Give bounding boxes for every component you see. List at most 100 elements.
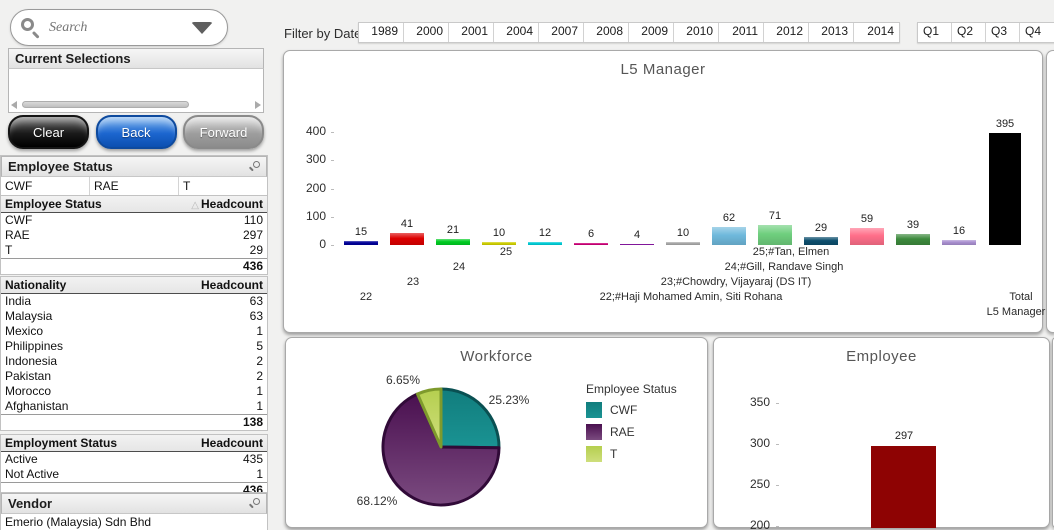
employment-status-table: Employment Status Headcount Active 435 Not A…: [1, 435, 267, 498]
vendor-row[interactable]: Emerio (Malaysia) Sdn Bhd: [5, 515, 152, 529]
bar-rae[interactable]: [871, 446, 936, 528]
table-row[interactable]: RAE 297: [1, 228, 267, 243]
legend-item-cwf[interactable]: CWF: [586, 402, 677, 418]
table-header-headcount[interactable]: Headcount: [168, 277, 267, 294]
bar-13[interactable]: [942, 240, 976, 245]
filter-year-2001[interactable]: 2001: [449, 23, 494, 42]
filter-year-strip: 1989 2000 2001 2004 2007 2008 2009 2010 2011 2012…: [358, 22, 900, 43]
cell-pakistan[interactable]: Pakistan: [5, 369, 52, 383]
filter-year-1989[interactable]: 1989: [359, 23, 404, 42]
legend-item-t[interactable]: T: [586, 446, 677, 462]
filter-year-2008[interactable]: 2008: [584, 23, 629, 42]
filter-quarter-q4[interactable]: Q4: [1020, 23, 1054, 42]
filter-year-2007[interactable]: 2007: [539, 23, 584, 42]
cell-malaysia[interactable]: Malaysia: [5, 309, 53, 323]
pie-slice-rae[interactable]: [381, 392, 501, 507]
search-icon[interactable]: [249, 161, 260, 172]
bar-4[interactable]: [528, 241, 562, 245]
table-row[interactable]: Pakistan 2: [1, 369, 267, 384]
table-row[interactable]: Morocco 1: [1, 384, 267, 399]
pie-slice-cwf[interactable]: [439, 387, 501, 450]
cell-not-active[interactable]: Not Active: [5, 467, 60, 481]
filter-quarter-q3[interactable]: Q3: [986, 23, 1020, 42]
table-row[interactable]: Mexico 1: [1, 324, 267, 339]
bar-2[interactable]: [436, 239, 470, 245]
search-box[interactable]: [10, 9, 228, 46]
filter-quarter-q1[interactable]: Q1: [918, 23, 952, 42]
filter-year-2012[interactable]: 2012: [764, 23, 809, 42]
cell-headcount: 63: [249, 309, 263, 323]
bar-1[interactable]: [390, 233, 424, 245]
table-row[interactable]: Philippines 5: [1, 339, 267, 354]
cell-india[interactable]: India: [5, 294, 32, 308]
filter-quarter-q2[interactable]: Q2: [952, 23, 986, 42]
filter-year-2014[interactable]: 2014: [854, 23, 899, 42]
bar-8[interactable]: [712, 227, 746, 245]
filter-year-2010[interactable]: 2010: [674, 23, 719, 42]
table-header-headcount[interactable]: Headcount: [168, 435, 267, 452]
cell-rae[interactable]: RAE: [5, 228, 30, 242]
table-row[interactable]: Indonesia 2: [1, 354, 267, 369]
table-header-dim[interactable]: Nationality: [1, 277, 169, 294]
filter-year-2009[interactable]: 2009: [629, 23, 674, 42]
bar-3[interactable]: [482, 242, 516, 245]
search-input[interactable]: [49, 15, 191, 40]
scrollbar-thumb[interactable]: [22, 101, 190, 108]
table-row[interactable]: T 29: [1, 243, 267, 259]
pie-slice-t[interactable]: [416, 387, 443, 449]
table-row[interactable]: Not Active 1: [1, 467, 267, 483]
horizontal-scrollbar[interactable]: [11, 100, 261, 109]
filter-year-2004[interactable]: 2004: [494, 23, 539, 42]
table-row[interactable]: Afghanistan 1: [1, 399, 267, 415]
bar-value-label: 395: [995, 118, 1015, 131]
cell-indonesia[interactable]: Indonesia: [5, 354, 58, 368]
bar-value-label: 12: [538, 226, 552, 239]
table-row[interactable]: India 63: [1, 294, 267, 310]
chevron-down-icon[interactable]: [191, 21, 213, 34]
cell-cwf[interactable]: CWF: [5, 213, 33, 227]
filter-year-2011[interactable]: 2011: [719, 23, 764, 42]
cell-t[interactable]: T: [5, 243, 13, 257]
forward-button[interactable]: Forward: [183, 115, 264, 149]
filter-year-2000[interactable]: 2000: [404, 23, 449, 42]
table-header-dim[interactable]: Employment Status: [1, 435, 169, 452]
bar-0[interactable]: [344, 240, 378, 245]
table-header-headcount[interactable]: △ Headcount: [168, 196, 267, 213]
listbox-value-cwf[interactable]: CWF: [1, 177, 90, 195]
bar-6[interactable]: [620, 243, 654, 245]
nationality-table: Nationality Headcount India 63 Malaysia 63 Mex…: [1, 277, 267, 430]
bar-11[interactable]: [850, 228, 884, 245]
scroll-right-icon[interactable]: [255, 100, 261, 109]
cell-active[interactable]: Active: [5, 452, 38, 466]
cell-morocco[interactable]: Morocco: [5, 384, 52, 398]
listbox-value-rae[interactable]: RAE: [90, 177, 179, 195]
bar-value-label: 41: [400, 218, 414, 231]
legend-swatch: [586, 424, 602, 440]
cell-afghanistan[interactable]: Afghanistan: [5, 399, 69, 413]
back-button[interactable]: Back: [95, 115, 177, 149]
table-row[interactable]: Malaysia 63: [1, 309, 267, 324]
cell-philippines[interactable]: Philippines: [5, 339, 64, 353]
clear-button[interactable]: Clear: [8, 115, 89, 149]
search-icon[interactable]: [249, 498, 260, 509]
bar-12[interactable]: [896, 233, 930, 245]
bar-5[interactable]: [574, 243, 608, 245]
bar-9[interactable]: [758, 224, 792, 245]
scroll-left-icon[interactable]: [11, 100, 17, 109]
pie: [381, 387, 501, 507]
cell-headcount: 1: [256, 384, 263, 398]
y-axis-tick-mark: [331, 132, 334, 133]
table-header-dim[interactable]: Employee Status: [1, 196, 169, 213]
table-row[interactable]: CWF 110: [1, 213, 267, 229]
bar-10[interactable]: [804, 236, 838, 245]
employee-status-listbox: CWF RAE T: [1, 177, 267, 195]
bar-total[interactable]: [989, 133, 1021, 245]
cell-headcount: 2: [256, 354, 263, 368]
legend-item-rae[interactable]: RAE: [586, 424, 677, 440]
current-selections-title: Current Selections: [15, 51, 131, 66]
listbox-value-t[interactable]: T: [179, 177, 267, 195]
cell-mexico[interactable]: Mexico: [5, 324, 44, 338]
bar-7[interactable]: [666, 242, 700, 245]
filter-year-2013[interactable]: 2013: [809, 23, 854, 42]
table-row[interactable]: Active 435: [1, 452, 267, 468]
